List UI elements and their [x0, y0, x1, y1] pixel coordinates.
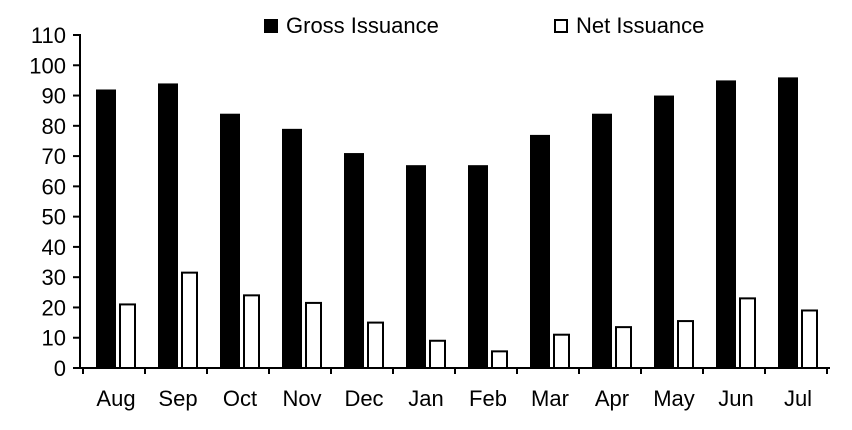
x-category-label: Feb	[469, 386, 507, 411]
y-tick-label: 30	[42, 265, 66, 290]
gross-bar-may	[654, 95, 674, 368]
gross-bar-dec	[344, 153, 364, 368]
gross-bar-aug	[96, 89, 116, 368]
x-category-label: Aug	[96, 386, 135, 411]
gross-bar-apr	[592, 113, 612, 368]
gross-bar-nov	[282, 128, 302, 368]
x-category-label: Mar	[531, 386, 569, 411]
net-bar-jan	[429, 339, 446, 370]
net-issuance-swatch-icon	[554, 19, 568, 33]
legend-item-gross: Gross Issuance	[264, 15, 439, 37]
legend-label-net: Net Issuance	[576, 13, 705, 38]
net-bar-oct	[243, 294, 260, 370]
net-bar-aug	[119, 303, 136, 370]
gross-issuance-swatch-icon	[264, 19, 278, 33]
y-tick-label: 100	[29, 53, 66, 78]
net-bar-apr	[615, 326, 632, 369]
net-bar-may	[677, 320, 694, 369]
x-category-label: Oct	[223, 386, 257, 411]
x-category-label: Dec	[344, 386, 383, 411]
net-bar-dec	[367, 321, 384, 370]
gross-bar-mar	[530, 134, 550, 368]
y-tick-label: 20	[42, 295, 66, 320]
gross-bar-feb	[468, 165, 488, 368]
y-tick-label: 90	[42, 84, 66, 109]
gross-bar-oct	[220, 113, 240, 368]
x-category-label: Jul	[784, 386, 812, 411]
y-tick-label: 10	[42, 326, 66, 351]
y-tick-label: 40	[42, 235, 66, 260]
x-category-label: Nov	[282, 386, 321, 411]
net-bar-jul	[801, 309, 818, 369]
net-bar-mar	[553, 333, 570, 370]
y-tick-label: 0	[54, 356, 66, 381]
legend-item-net: Net Issuance	[554, 15, 704, 37]
gross-bar-jul	[778, 77, 798, 368]
x-category-label: May	[653, 386, 695, 411]
net-bar-sep	[181, 271, 198, 369]
y-tick-label: 110	[31, 23, 66, 48]
x-category-label: Jun	[718, 386, 753, 411]
gross-bar-jan	[406, 165, 426, 368]
gross-bar-sep	[158, 83, 178, 368]
y-tick-label: 70	[42, 144, 66, 169]
y-tick-label: 80	[42, 114, 66, 139]
net-bar-jun	[739, 297, 756, 370]
gross-bar-jun	[716, 80, 736, 368]
y-tick-label: 60	[42, 174, 66, 199]
legend-label-gross: Gross Issuance	[286, 13, 439, 38]
net-bar-nov	[305, 301, 322, 369]
x-category-label: Jan	[408, 386, 443, 411]
x-category-label: Sep	[158, 386, 197, 411]
y-tick-label: 50	[42, 205, 66, 230]
net-bar-feb	[491, 350, 508, 370]
x-category-label: Apr	[595, 386, 629, 411]
